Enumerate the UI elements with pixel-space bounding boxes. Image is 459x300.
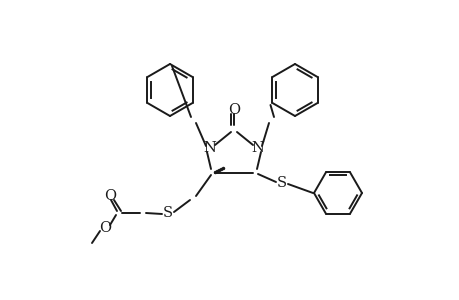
Text: S: S	[276, 176, 286, 190]
Text: N: N	[251, 141, 264, 155]
Text: S: S	[162, 206, 173, 220]
Text: O: O	[99, 221, 111, 235]
Text: O: O	[104, 189, 116, 203]
Text: N: N	[203, 141, 216, 155]
Text: O: O	[228, 103, 240, 117]
